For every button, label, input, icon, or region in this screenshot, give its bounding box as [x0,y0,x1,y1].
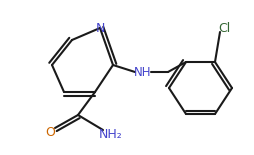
Text: O: O [45,126,55,139]
Text: N: N [95,22,105,35]
Text: NH: NH [134,66,152,78]
Text: Cl: Cl [218,22,230,35]
Text: NH₂: NH₂ [99,128,123,140]
